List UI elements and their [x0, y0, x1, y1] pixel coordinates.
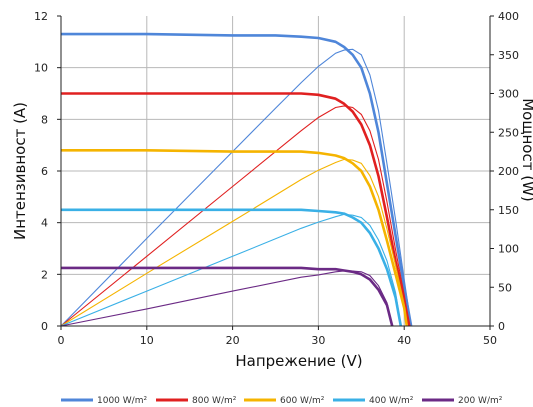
y-tick-label-right: 200: [498, 165, 519, 178]
power-curve-0: [60, 48, 412, 327]
x-tick-label: 50: [483, 334, 497, 347]
y-tick-label-left: 2: [41, 268, 48, 281]
x-tick-label: 40: [397, 334, 411, 347]
y-tick-label-right: 150: [498, 204, 519, 217]
x-tick-label: 20: [226, 334, 240, 347]
legend: 1000 W/m² 800 W/m² 600 W/m² 400 W/m² 200 W/m…: [61, 396, 503, 406]
power-curve-1: [60, 105, 410, 327]
y-tick-label-right: 350: [498, 49, 519, 62]
power-curve-4: [60, 270, 393, 327]
y-tick-label-left: 8: [41, 113, 48, 126]
y-tick-label-right: 0: [498, 320, 505, 333]
y-tick-label-right: 250: [498, 126, 519, 139]
current-curve-0: [61, 32, 413, 327]
x-tick-label: 10: [140, 334, 154, 347]
current-curve-4: [61, 266, 394, 327]
legend-label-0: 1000 W/m²: [97, 396, 147, 406]
y-tick-label-left: 6: [41, 165, 48, 178]
power-curve-2: [60, 158, 408, 327]
current-curve-2: [61, 149, 409, 327]
y-tick-label-left: 10: [34, 62, 48, 75]
legend-label-1: 800 W/m²: [192, 396, 237, 406]
legend-label-3: 400 W/m²: [369, 396, 414, 406]
legend-label-4: 200 W/m²: [458, 396, 503, 406]
x-tick-label: 30: [311, 334, 325, 347]
y-tick-label-right: 400: [498, 10, 519, 23]
current-curve-3: [61, 208, 403, 327]
x-axis-title: Напрежение (V): [235, 352, 362, 370]
y-tick-label-right: 100: [498, 243, 519, 256]
grid: [61, 16, 490, 326]
y-tick-label-left: 4: [41, 217, 48, 230]
y-axis-title-left: Интензивност (A): [11, 102, 29, 240]
y-tick-label-left: 0: [41, 320, 48, 333]
curves: [60, 32, 413, 327]
legend-label-2: 600 W/m²: [280, 396, 325, 406]
y-tick-label-right: 300: [498, 88, 519, 101]
y-tick-label-right: 50: [498, 281, 512, 294]
x-tick-label: 0: [58, 334, 65, 347]
y-tick-label-left: 12: [34, 10, 48, 23]
axes: 0 10 20 30 40 5002468101205010015020025030035…: [34, 10, 519, 347]
current-curve-1: [61, 92, 411, 327]
y-axis-title-right: Мощност (W): [519, 98, 533, 202]
